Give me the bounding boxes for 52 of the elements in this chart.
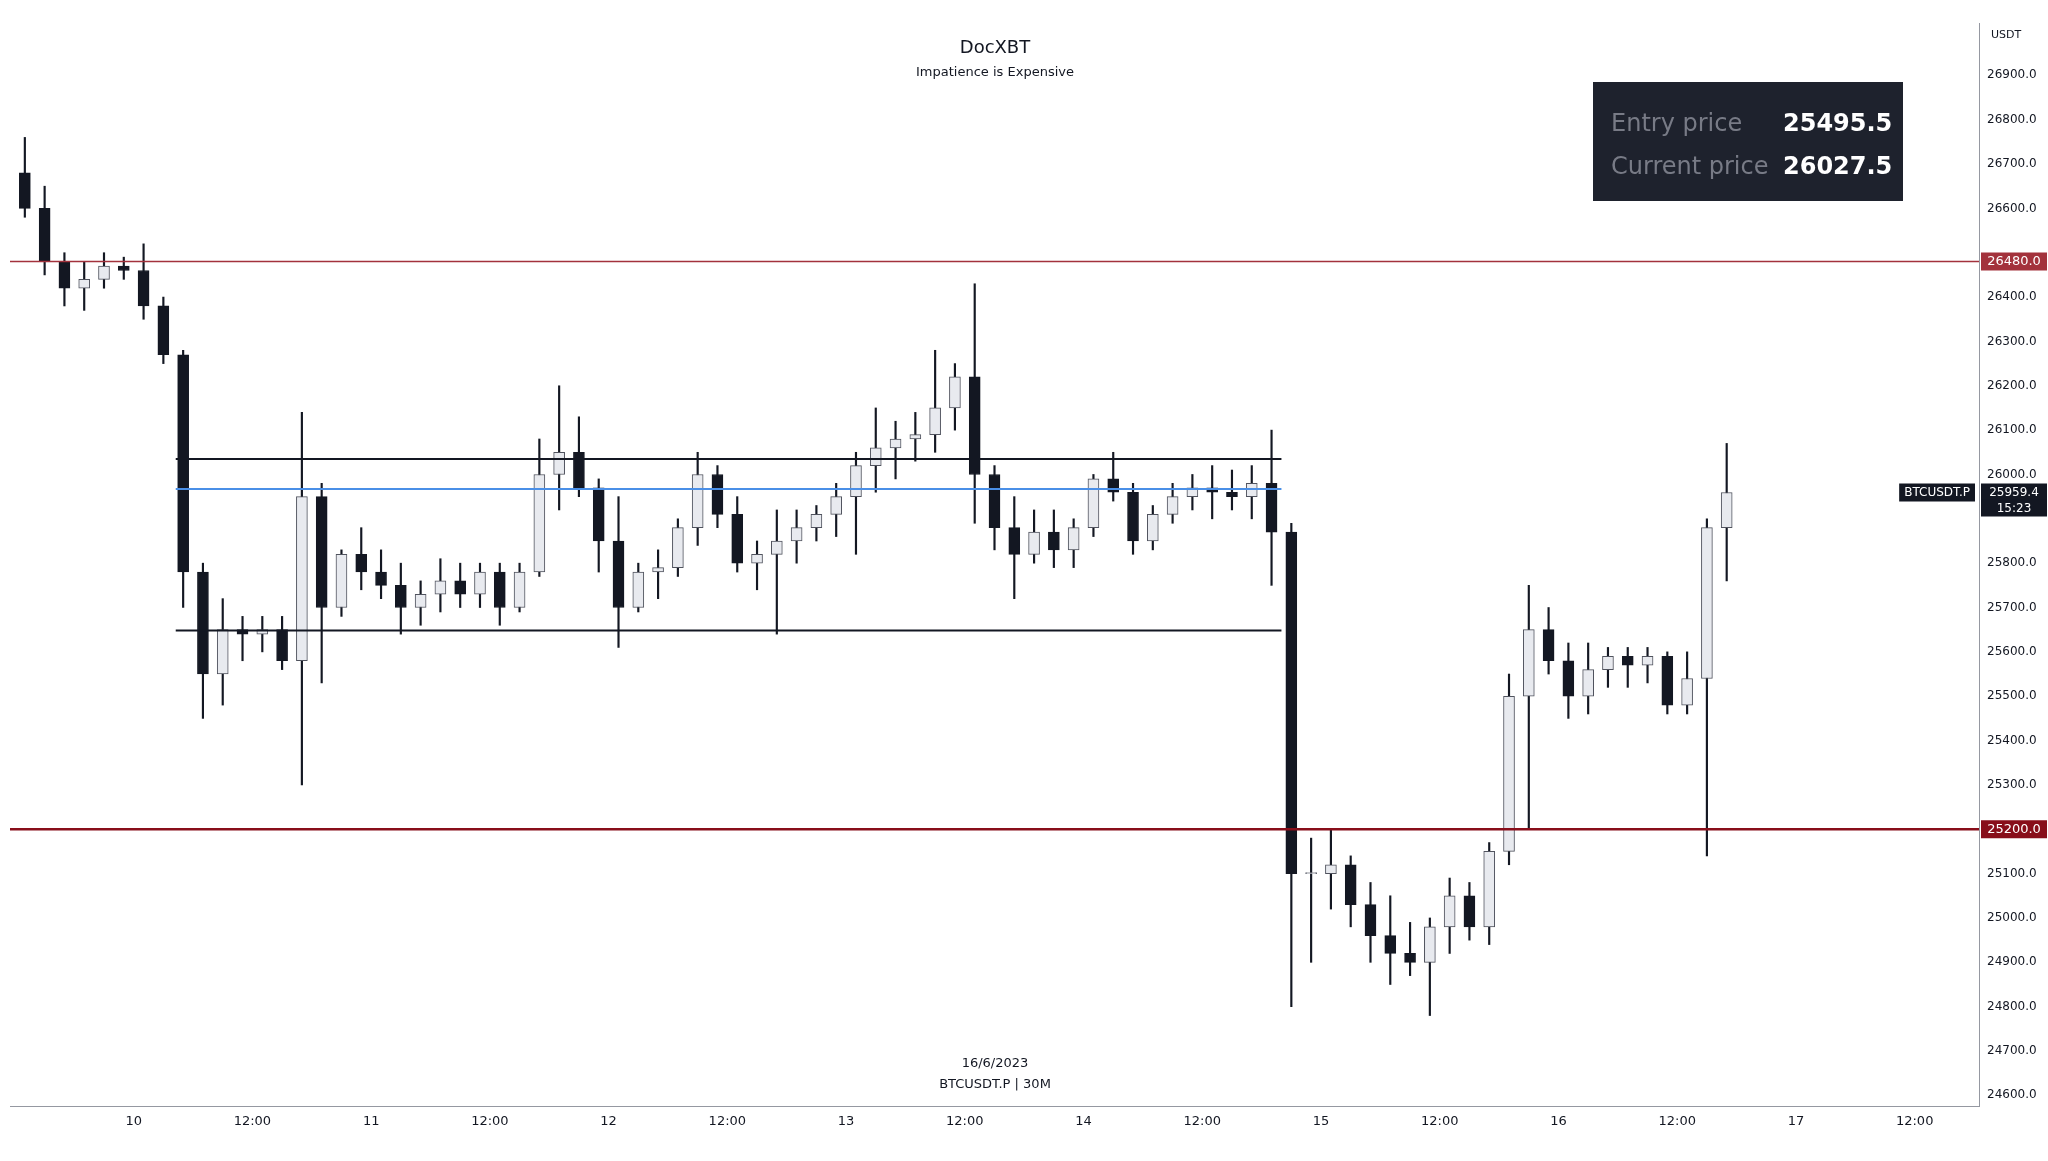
- annotation: Current price: [1611, 152, 1769, 180]
- x-tick-label: 14: [1075, 1113, 1092, 1129]
- x-tick-label: 10: [125, 1113, 142, 1129]
- annotation: BTCUSDT.P | 30M: [939, 1076, 1051, 1091]
- ref-line-label: 26480.0: [1987, 252, 2041, 268]
- text: 25959.4: [1989, 484, 2039, 499]
- x-tick-label: 12:00: [946, 1113, 984, 1129]
- y-axis-title: USDT: [1990, 28, 2022, 41]
- y-tick-label: 24800.0: [1987, 998, 2037, 1013]
- text: Impatience is Expensive: [916, 64, 1074, 79]
- y-tick-label: 25500.0: [1987, 688, 2037, 703]
- x-tick-label: 12:00: [1421, 1113, 1459, 1129]
- y-tick-label: 25000.0: [1987, 910, 2037, 925]
- x-tick-label: 12:00: [1658, 1113, 1696, 1129]
- x-tick-label: 11: [362, 1113, 380, 1129]
- y-tick-label: 25700.0: [1987, 599, 2037, 614]
- ref-line-label: 25200.0: [1987, 820, 2041, 836]
- y-tick-label: 24600.0: [1987, 1087, 2037, 1102]
- y-tick-label: 26200.0: [1987, 377, 2037, 392]
- y-tick-label: 25600.0: [1987, 643, 2037, 658]
- annotation: 16/6/2023: [961, 1055, 1029, 1070]
- x-tick-label: 12: [600, 1113, 617, 1129]
- annotation: BTCUSDT.P: [1904, 484, 1970, 499]
- y-tick-label: 24700.0: [1987, 1043, 2037, 1058]
- y-tick-label: 25800.0: [1987, 555, 2037, 570]
- x-tick-label: 12:00: [1895, 1113, 1934, 1129]
- y-tick-label: 26100.0: [1987, 422, 2037, 437]
- y-tick-label: 26000.0: [1987, 466, 2037, 481]
- text: 15:23: [1996, 500, 2032, 515]
- y-tick-label: 25300.0: [1987, 777, 2037, 792]
- y-tick-label: 26800.0: [1987, 111, 2037, 126]
- y-tick-label: 26900.0: [1987, 67, 2037, 82]
- x-tick-label: 12:00: [471, 1113, 509, 1129]
- text: DocXBT: [959, 36, 1031, 57]
- x-tick-label: 17: [1787, 1113, 1805, 1129]
- y-tick-label: 25400.0: [1987, 732, 2037, 747]
- annotation: Entry price: [1611, 109, 1743, 137]
- annotation: 26027.5: [1783, 152, 1893, 180]
- y-tick-label: 26400.0: [1987, 289, 2037, 304]
- annotation: 25495.5: [1783, 109, 1893, 137]
- y-tick-label: 26300.0: [1987, 333, 2037, 348]
- candlestick: [1641, 647, 1654, 684]
- y-tick-label: 25100.0: [1987, 865, 2037, 880]
- y-tick-label: 26700.0: [1987, 156, 2037, 171]
- x-tick-label: 12:00: [1183, 1113, 1222, 1129]
- x-tick-label: 12:00: [233, 1113, 272, 1129]
- x-tick-label: 12:00: [708, 1113, 747, 1129]
- y-tick-label: 24900.0: [1987, 954, 2037, 969]
- x-tick-label: 15: [1312, 1113, 1330, 1129]
- x-tick-label: 16: [1550, 1113, 1567, 1129]
- y-tick-label: 26600.0: [1987, 200, 2037, 215]
- x-tick-label: 13: [837, 1113, 855, 1129]
